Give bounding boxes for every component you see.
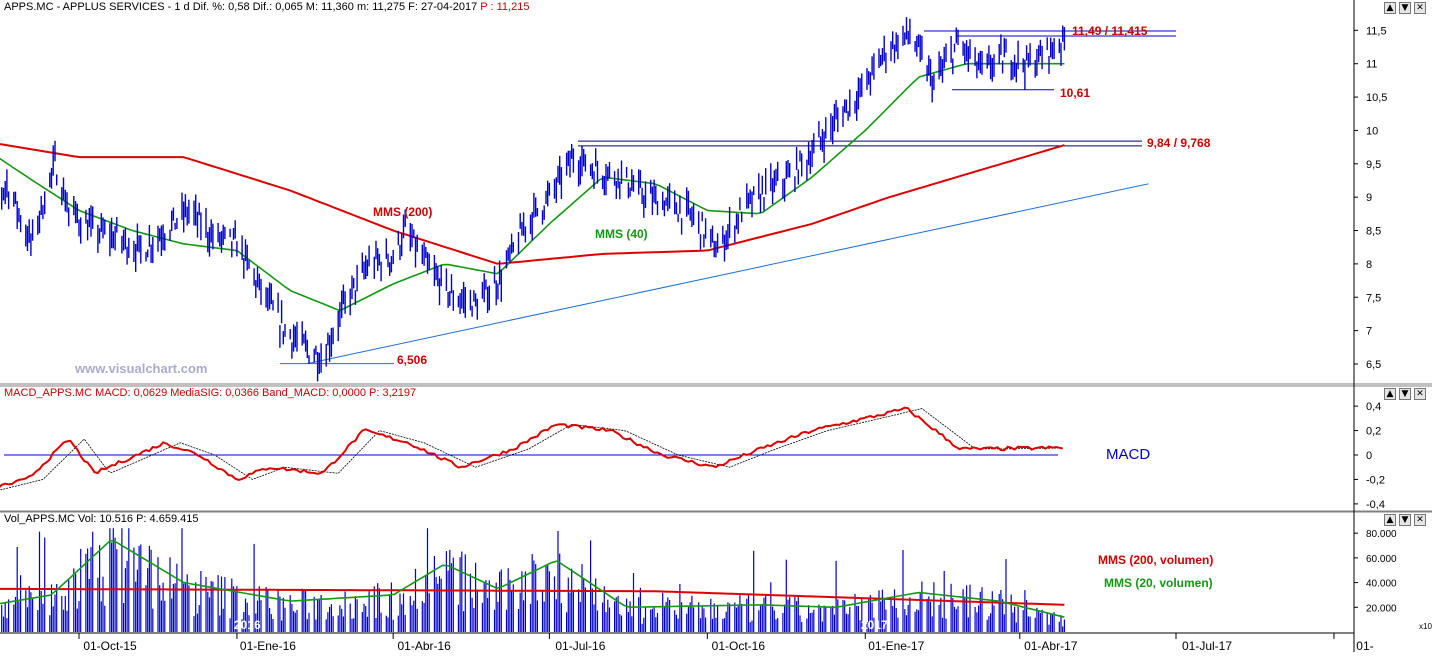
volume-panel-header: Vol_APPS.MC Vol: 10.516 P: 4.659.415 bbox=[4, 513, 199, 525]
price-y-tick-label: 9,5 bbox=[1366, 159, 1381, 171]
macd-y-tick-label: -0,4 bbox=[1366, 499, 1385, 511]
price-panel-minimize-button[interactable]: ▲ bbox=[1384, 2, 1396, 14]
volume-panel-close-button[interactable]: ✕ bbox=[1414, 514, 1426, 526]
volume-ma200-legend: MMS (200, volumen) bbox=[1098, 553, 1213, 567]
price-y-tick-label: 7,5 bbox=[1366, 292, 1381, 304]
price-y-tick-label: 6,5 bbox=[1366, 359, 1381, 371]
macd-panel-close-button[interactable]: ✕ bbox=[1414, 388, 1426, 400]
ma40-line bbox=[0, 62, 1065, 312]
volume-bars bbox=[1, 528, 1066, 632]
volume-panel-maximize-button[interactable]: ▼ bbox=[1399, 514, 1411, 526]
macd-line bbox=[0, 406, 1063, 488]
price-panel-close-button[interactable]: ✕ bbox=[1414, 2, 1426, 14]
year-label-2016: 2016 bbox=[234, 618, 261, 632]
price-y-tick-label: 9 bbox=[1366, 192, 1372, 204]
x-tick-label: 01-Ene-17 bbox=[868, 639, 924, 652]
price-y-tick-label: 10 bbox=[1366, 125, 1378, 137]
price-y-tick-label: 10,5 bbox=[1366, 92, 1387, 104]
volume-panel-minimize-button[interactable]: ▲ bbox=[1384, 514, 1396, 526]
macd-y-tick-label: -0,2 bbox=[1366, 474, 1385, 486]
price-panel-header: APPS.MC - APPLUS SERVICES - 1 d Dif. %: … bbox=[4, 1, 529, 13]
low-label: 6,506 bbox=[397, 353, 427, 367]
price-bars bbox=[1, 17, 1066, 382]
price-y-tick-label: 11,5 bbox=[1366, 25, 1387, 37]
price-y-tick-label: 7 bbox=[1366, 326, 1372, 338]
macd-panel-header: MACD_APPS.MC MACD: 0,0629 MediaSIG: 0,03… bbox=[4, 387, 417, 399]
volume-ma20-line bbox=[0, 539, 1065, 618]
volume-y-tick-label: 60.000 bbox=[1366, 554, 1397, 565]
volume-ma20-legend: MMS (20, volumen) bbox=[1104, 576, 1213, 590]
macd-y-tick-label: 0,2 bbox=[1366, 426, 1381, 438]
macd-y-tick-label: 0,4 bbox=[1366, 401, 1381, 413]
volume-y-tick-label: 80.000 bbox=[1366, 529, 1397, 540]
price-y-tick-label: 11 bbox=[1366, 59, 1377, 71]
year-label-2017: 2017 bbox=[861, 618, 888, 632]
support-top-label: 10,61 bbox=[1060, 86, 1090, 100]
x-tick-label: 01-Jul-17 bbox=[1182, 639, 1232, 652]
x-tick-label: 01- bbox=[1356, 639, 1373, 652]
price-panel-maximize-button[interactable]: ▼ bbox=[1399, 2, 1411, 14]
macd-panel-maximize-button[interactable]: ▼ bbox=[1399, 388, 1411, 400]
watermark: www.visualchart.com bbox=[74, 361, 207, 376]
macd-panel-minimize-button[interactable]: ▲ bbox=[1384, 388, 1396, 400]
ma200-label: MMS (200) bbox=[373, 205, 432, 219]
x-tick-label: 01-Abr-17 bbox=[1024, 639, 1078, 652]
price-y-tick-label: 8,5 bbox=[1366, 226, 1381, 238]
volume-y-tick-label: 20.000 bbox=[1366, 603, 1397, 614]
x-tick-label: 01-Oct-16 bbox=[712, 639, 766, 652]
ma40-label: MMS (40) bbox=[595, 227, 648, 241]
x-tick-label: 01-Jul-16 bbox=[555, 639, 605, 652]
macd-y-tick-label: 0 bbox=[1366, 450, 1372, 462]
support-trendline bbox=[307, 183, 1149, 365]
macd-signal-line bbox=[0, 408, 1063, 491]
x-tick-label: 01-Oct-15 bbox=[83, 639, 137, 652]
price-header-text: APPS.MC - APPLUS SERVICES - 1 d Dif. %: … bbox=[4, 1, 478, 13]
resistance-top-label: 11,49 / 11,415 bbox=[1072, 24, 1148, 38]
price-y-tick-label: 8 bbox=[1366, 259, 1372, 271]
x-tick-label: 01-Abr-16 bbox=[397, 639, 451, 652]
price-header-last: P : 11,215 bbox=[480, 1, 530, 13]
ma200-line bbox=[0, 143, 1065, 265]
volume-y-tick-label: 40.000 bbox=[1366, 579, 1397, 590]
resistance-mid-label: 9,84 / 9,768 bbox=[1147, 136, 1211, 150]
x-tick-label: 01-Ene-16 bbox=[240, 639, 296, 652]
volume-multiplier: x10 bbox=[1419, 622, 1432, 631]
macd-label: MACD bbox=[1106, 446, 1150, 463]
